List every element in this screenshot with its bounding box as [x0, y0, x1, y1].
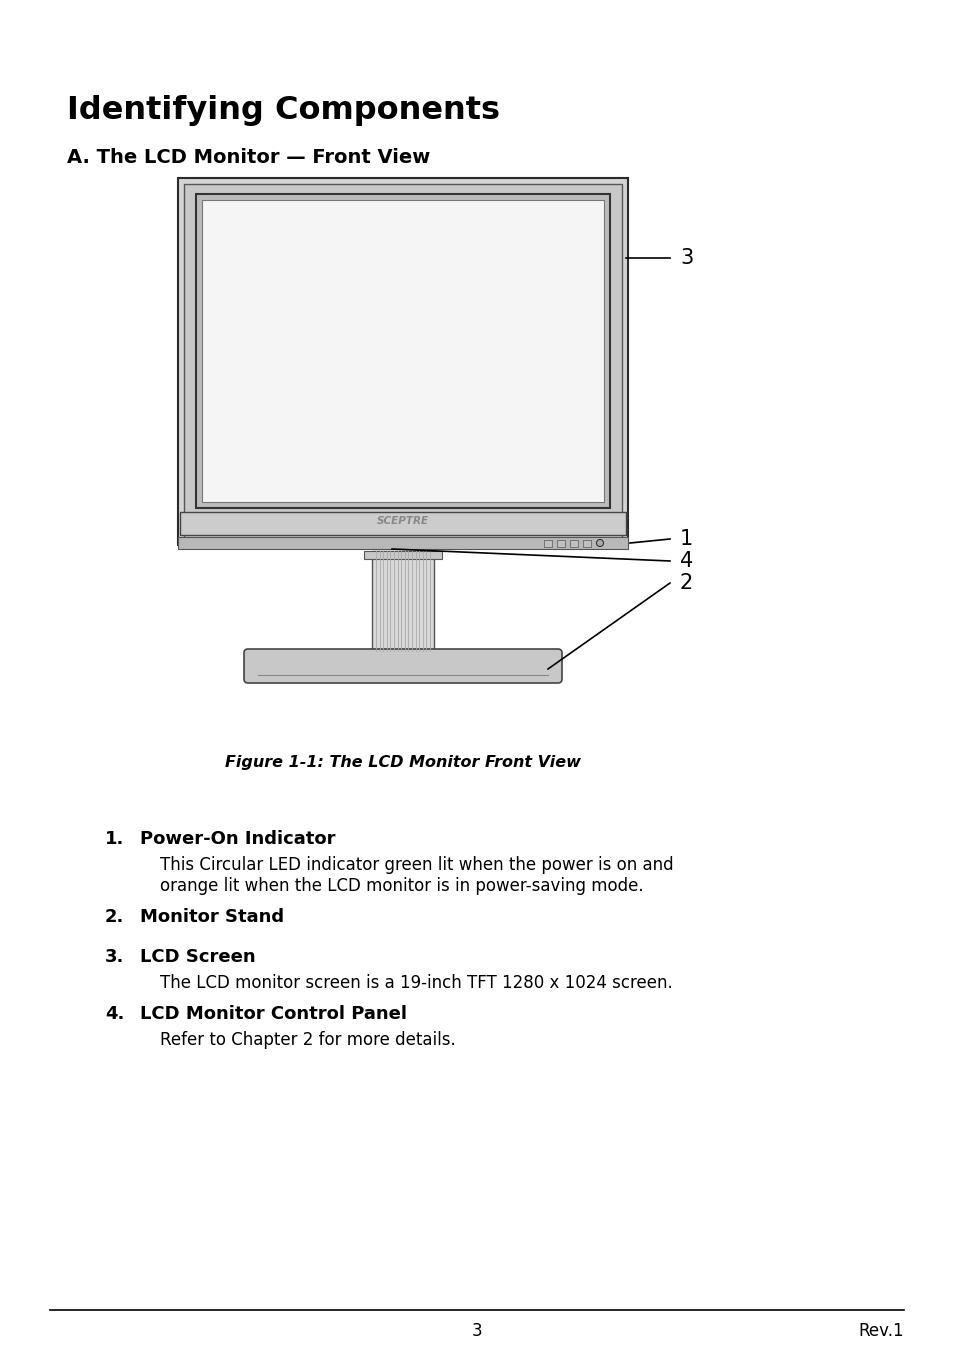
Bar: [180, 512, 625, 535]
Text: 3: 3: [679, 247, 693, 268]
Text: A. The LCD Monitor — Front View: A. The LCD Monitor — Front View: [67, 147, 430, 168]
Text: 3: 3: [471, 1322, 482, 1340]
Text: 1: 1: [679, 529, 693, 549]
Bar: [364, 552, 441, 558]
Text: LCD Screen: LCD Screen: [140, 948, 255, 965]
Bar: [195, 193, 609, 508]
Bar: [569, 539, 578, 548]
Text: 1.: 1.: [105, 830, 124, 848]
Bar: [184, 184, 621, 539]
Circle shape: [596, 539, 603, 546]
FancyBboxPatch shape: [244, 649, 561, 683]
Text: SCEPTRE: SCEPTRE: [376, 516, 429, 526]
Text: 4: 4: [679, 552, 693, 571]
Text: Figure 1-1: The LCD Monitor Front View: Figure 1-1: The LCD Monitor Front View: [225, 754, 580, 771]
Bar: [178, 537, 627, 549]
Text: LCD Monitor Control Panel: LCD Monitor Control Panel: [140, 1005, 407, 1023]
Text: orange lit when the LCD monitor is in power-saving mode.: orange lit when the LCD monitor is in po…: [160, 877, 643, 895]
Text: This Circular LED indicator green lit when the power is on and: This Circular LED indicator green lit wh…: [160, 856, 673, 873]
Text: 2: 2: [679, 573, 693, 594]
Text: Refer to Chapter 2 for more details.: Refer to Chapter 2 for more details.: [160, 1032, 456, 1049]
Text: Monitor Stand: Monitor Stand: [140, 909, 284, 926]
Bar: [582, 539, 590, 548]
Text: 4.: 4.: [105, 1005, 124, 1023]
Bar: [372, 552, 434, 652]
Bar: [543, 539, 552, 548]
Bar: [202, 200, 603, 502]
Text: 2.: 2.: [105, 909, 124, 926]
Text: The LCD monitor screen is a 19-inch TFT 1280 x 1024 screen.: The LCD monitor screen is a 19-inch TFT …: [160, 973, 672, 992]
Text: 3.: 3.: [105, 948, 124, 965]
Text: Power-On Indicator: Power-On Indicator: [140, 830, 335, 848]
Text: Rev.1: Rev.1: [858, 1322, 903, 1340]
Bar: [178, 178, 627, 545]
Bar: [557, 539, 564, 548]
Text: Identifying Components: Identifying Components: [67, 95, 499, 126]
